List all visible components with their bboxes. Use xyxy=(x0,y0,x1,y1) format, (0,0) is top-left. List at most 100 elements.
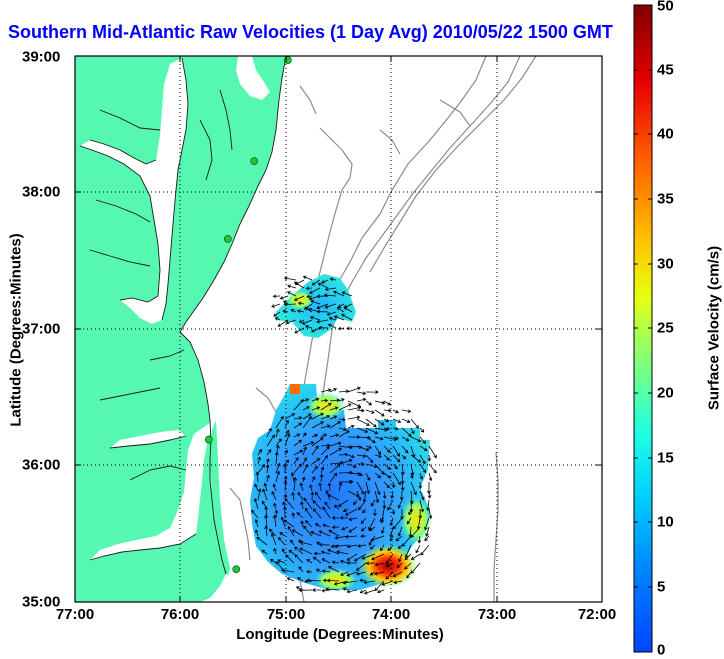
velocity-vector xyxy=(303,497,313,510)
velocity-vector xyxy=(338,499,349,507)
velocity-vector xyxy=(320,550,331,555)
velocity-vector xyxy=(406,571,412,579)
velocity-vector xyxy=(392,472,401,486)
velocity-vector xyxy=(270,558,277,564)
velocity-vector xyxy=(293,295,305,301)
velocity-vector xyxy=(284,413,296,420)
velocity-vector xyxy=(262,488,268,501)
velocity-vector xyxy=(313,551,322,556)
velocity-vector xyxy=(369,544,376,550)
velocity-vector xyxy=(318,542,331,547)
velocity-vector xyxy=(341,291,353,297)
velocity-vector xyxy=(254,483,259,492)
velocity-vector xyxy=(275,470,281,483)
velocity-vector xyxy=(358,499,367,511)
velocity-vector xyxy=(324,287,337,291)
velocity-vector xyxy=(264,525,269,537)
velocity-vector xyxy=(419,427,425,433)
velocity-vector xyxy=(339,559,349,564)
velocity-vector xyxy=(401,445,409,454)
velocity-vector xyxy=(347,463,357,469)
velocity-vector xyxy=(277,537,286,546)
velocity-vector xyxy=(299,547,313,555)
velocity-vector xyxy=(400,472,405,485)
velocity-vector xyxy=(275,428,280,438)
velocity-vector xyxy=(311,279,321,286)
velocity-vector xyxy=(254,518,259,528)
velocity-vector xyxy=(397,526,403,537)
velocity-vector xyxy=(374,481,381,496)
hf-radar-station-marker xyxy=(232,565,241,574)
velocity-vector xyxy=(311,397,320,402)
velocity-vector xyxy=(337,303,345,308)
velocity-vector xyxy=(312,556,322,564)
velocity-vector xyxy=(410,526,421,538)
velocity-vector xyxy=(322,506,331,519)
albemarle-sound xyxy=(110,430,186,448)
velocity-vector xyxy=(297,491,304,501)
velocity-vector xyxy=(419,454,426,465)
velocity-vector xyxy=(400,481,405,492)
velocity-vector xyxy=(274,317,281,321)
velocity-vector xyxy=(329,398,341,403)
x-axis-label: Longitude (Degrees:Minutes) xyxy=(236,626,444,643)
colorbar-tick-label: 35 xyxy=(657,190,674,208)
velocity-vector xyxy=(387,544,394,552)
velocity-vector xyxy=(365,561,376,566)
velocity-vector xyxy=(374,409,385,417)
velocity-vector xyxy=(277,319,289,327)
y-tick-label: 35:00 xyxy=(22,593,61,611)
velocity-vector xyxy=(374,580,385,592)
velocity-vector xyxy=(360,534,367,538)
velocity-vector xyxy=(266,458,270,465)
velocity-vector xyxy=(272,483,277,492)
velocity-vector xyxy=(363,589,376,595)
velocity-vector xyxy=(347,406,362,411)
velocity-vector xyxy=(311,412,324,420)
colorbar-label: Surface Velocity (cm/s) xyxy=(705,245,723,411)
velocity-vector xyxy=(315,568,322,573)
velocity-vector xyxy=(329,388,337,393)
velocity-vector xyxy=(410,463,415,476)
velocity-vector xyxy=(419,463,427,474)
velocity-vector xyxy=(392,571,403,578)
velocity-vector xyxy=(311,421,324,429)
velocity-vector xyxy=(311,437,324,447)
current-warm-southwest xyxy=(314,568,358,592)
velocity-vector xyxy=(334,544,349,549)
velocity-vector xyxy=(353,553,367,562)
velocity-vector xyxy=(410,553,421,560)
velocity-vector xyxy=(383,418,390,423)
velocity-vector xyxy=(310,491,315,501)
velocity-vector xyxy=(321,588,331,593)
velocity-vector xyxy=(287,284,297,289)
velocity-vector xyxy=(324,303,337,309)
velocity-vector xyxy=(283,300,289,305)
velocity-vector xyxy=(401,535,412,547)
hf-radar-station-marker xyxy=(204,435,213,444)
velocity-vector xyxy=(338,389,350,394)
velocity-vector xyxy=(365,409,375,414)
velocity-vector xyxy=(340,313,353,321)
velocity-vector xyxy=(310,530,322,537)
velocity-vector xyxy=(401,454,407,460)
velocity-vector xyxy=(357,544,367,548)
velocity-vector xyxy=(356,445,370,452)
velocity-vector xyxy=(381,580,394,586)
velocity-vector xyxy=(298,588,313,593)
velocity-vector xyxy=(329,415,338,420)
velocity-vector xyxy=(266,449,272,456)
velocity-vector xyxy=(312,588,321,592)
velocity-vector xyxy=(419,472,424,480)
velocity-vector xyxy=(290,539,295,546)
velocity-vector xyxy=(329,441,342,447)
velocity-vector xyxy=(365,472,371,482)
velocity-vector xyxy=(347,386,361,393)
velocity-vector xyxy=(291,529,304,537)
velocity-vector xyxy=(331,516,340,520)
velocity-vector xyxy=(356,397,367,402)
current-warm-patch-n xyxy=(286,290,314,310)
velocity-vector xyxy=(290,309,297,313)
velocity-vector xyxy=(297,301,305,306)
velocity-vector xyxy=(338,430,350,438)
